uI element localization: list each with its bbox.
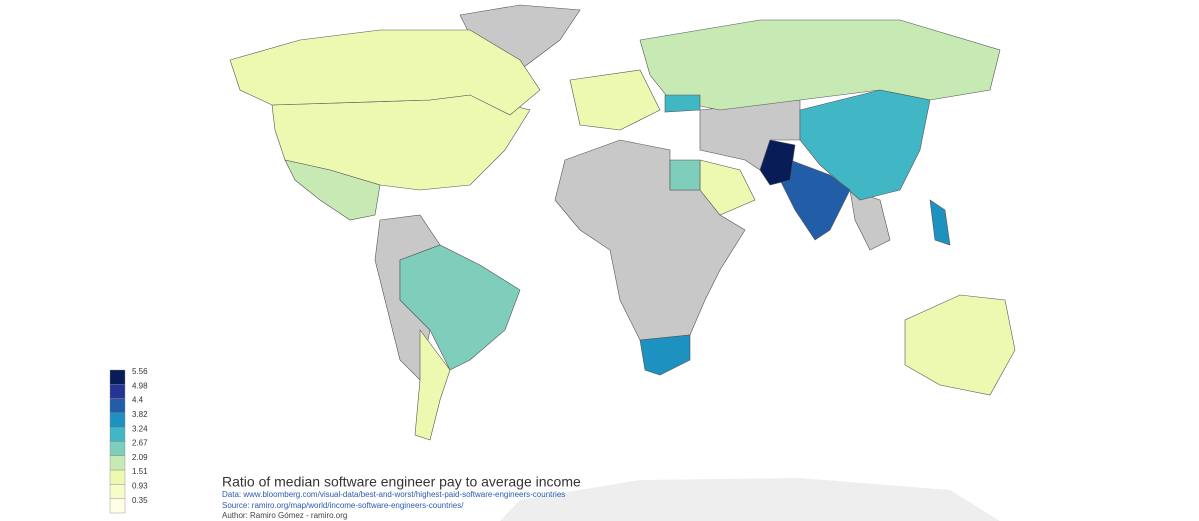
legend-swatch [109,455,126,471]
map-title: Ratio of median software engineer pay to… [222,474,581,490]
country [664,94,701,113]
legend-swatch [109,369,126,385]
country [904,294,1016,396]
country [229,29,541,116]
legend-label: 0.93 [132,482,148,491]
legend-swatch [109,398,126,414]
legend-label: 4.98 [132,381,148,390]
legend-swatch [109,412,126,428]
legend-label: 1.51 [132,467,148,476]
country [284,159,381,221]
southeast-asia [849,189,891,251]
legend-label: 0.35 [132,496,148,505]
source-credit: Source: ramiro.org/map/world/income-soft… [222,501,464,510]
country [669,159,701,191]
legend-swatch [109,427,126,442]
legend-swatch [109,469,126,485]
legend-label: 3.24 [132,424,148,433]
legend-label: 4.4 [132,396,144,405]
legend-label: 2.67 [132,439,148,448]
data-credit: Data: www.bloomberg.com/visual-data/best… [222,490,565,499]
author-credit: Author: Ramiro Gómez - ramiro.org [222,511,347,520]
legend-swatch [109,441,126,457]
legend-swatch [109,484,126,499]
legend-label: 2.09 [132,453,148,462]
country [399,244,521,371]
legend-label: 3.82 [132,410,148,419]
country [639,334,691,376]
country [929,199,951,246]
legend-label: 5.56 [132,367,148,376]
country [414,329,451,441]
country [569,69,661,131]
country [779,159,851,241]
country [759,139,796,186]
antarctica [500,478,1000,521]
country [799,89,931,201]
legend-swatch [109,384,126,399]
legend-swatch [109,498,126,514]
